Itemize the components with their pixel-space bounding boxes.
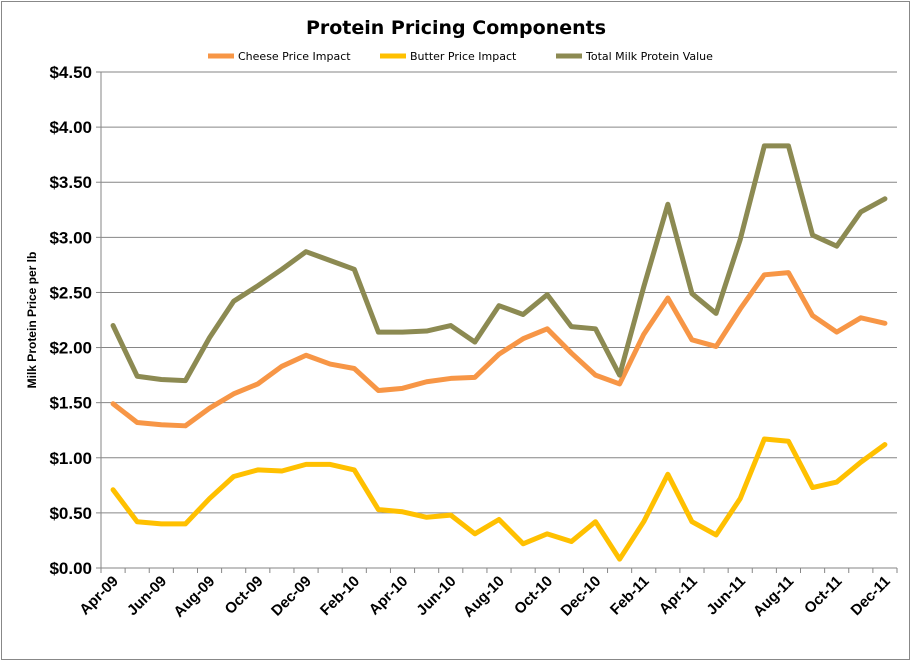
legend-label: Butter Price Impact: [410, 50, 517, 63]
x-tick-label: Feb-10: [317, 573, 363, 619]
x-tick-label: Aug-11: [750, 573, 797, 620]
gridlines: [101, 71, 897, 514]
x-tick-label: Dec-10: [558, 573, 605, 620]
x-tick-label: Aug-10: [460, 573, 508, 621]
chart-title: Protein Pricing Components: [306, 17, 606, 39]
y-tick-label: $0.00: [49, 559, 92, 578]
x-tick-label: Oct-11: [801, 573, 845, 617]
y-tick-label: $3.50: [49, 173, 92, 192]
y-tick-label: $4.00: [49, 118, 92, 137]
series-line-0: [110, 270, 888, 429]
y-axis-label: Milk Protein Price per lb: [25, 252, 39, 389]
y-tick-label: $1.00: [49, 449, 92, 468]
x-tick-label: Oct-10: [511, 573, 556, 618]
y-tick-label: $4.50: [49, 63, 92, 82]
x-tick-label: Apr-10: [366, 573, 412, 619]
legend-label: Cheese Price Impact: [238, 50, 351, 63]
series-line-2: [110, 143, 888, 384]
y-tick-label: $3.00: [49, 228, 92, 247]
series-line-1: [110, 436, 888, 562]
legend: Cheese Price Impact Butter Price Impact To…: [208, 50, 713, 63]
series-lines: [110, 143, 888, 562]
x-tick-label: Jun-11: [703, 573, 749, 619]
x-tick-label: Jun-09: [124, 573, 170, 619]
legend-label: Total Milk Protein Value: [585, 50, 713, 63]
x-tick-label: Apr-11: [656, 573, 701, 618]
x-tick-label: Dec-11: [848, 573, 894, 619]
x-tick-label: Oct-09: [222, 573, 267, 618]
x-tick-label: Dec-09: [268, 573, 315, 620]
x-tick-label: Apr-09: [76, 573, 122, 619]
y-tick-label: $1.50: [49, 394, 92, 413]
y-tick-label: $2.50: [49, 283, 92, 302]
x-tick-label: Aug-09: [170, 573, 218, 621]
y-tick-label: $0.50: [49, 504, 92, 523]
x-tick-label: Feb-11: [607, 573, 653, 619]
x-tick-label: Jun-10: [413, 573, 459, 619]
y-tick-label: $2.00: [49, 339, 92, 358]
